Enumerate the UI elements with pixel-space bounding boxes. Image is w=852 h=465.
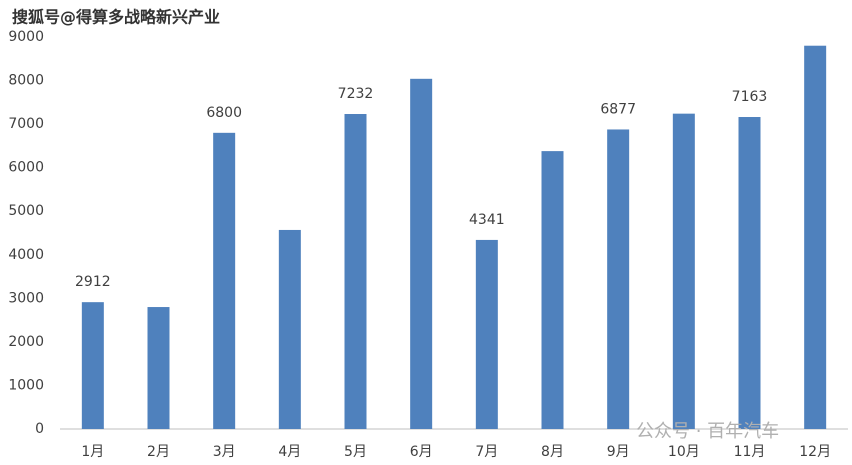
x-tick-label: 7月 [475,444,498,460]
watermark: 搜狐号@得算多战略新兴产业 [12,8,220,27]
data-label: 2912 [75,274,111,290]
bar [804,45,827,429]
x-tick-label: 9月 [607,444,630,460]
data-label: 6877 [600,101,636,117]
y-tick-label: 4000 [8,247,44,263]
bar [147,307,170,429]
x-tick-label: 12月 [799,444,831,460]
x-tick-label: 3月 [213,444,236,460]
bar [738,117,761,429]
bar [344,114,367,429]
x-tick-label: 1月 [81,444,104,460]
data-label: 4341 [469,212,505,228]
watermark: 公众号 · 百年汽车 [636,421,779,442]
x-tick-label: 8月 [541,444,564,460]
x-tick-label: 11月 [734,444,766,460]
bar [672,113,695,429]
data-label: 7232 [338,86,374,102]
x-tick-label: 6月 [410,444,433,460]
data-label: 7163 [732,89,768,105]
bar [607,129,630,429]
bar [213,132,236,430]
y-tick-label: 2000 [8,334,44,350]
y-tick-label: 8000 [8,73,44,89]
bar [410,78,433,430]
bar [81,302,104,429]
y-tick-label: 3000 [8,290,44,306]
x-tick-label: 2月 [147,444,170,460]
y-tick-label: 9000 [8,29,44,45]
bar [278,229,301,429]
y-tick-label: 7000 [8,116,44,132]
bar [541,151,564,430]
data-label: 6800 [206,105,242,121]
y-tick-label: 5000 [8,203,44,219]
x-tick-label: 4月 [278,444,301,460]
y-tick-label: 0 [35,421,44,437]
bar [475,239,498,429]
x-tick-label: 10月 [668,444,700,460]
y-tick-label: 6000 [8,160,44,176]
x-tick-label: 5月 [344,444,367,460]
y-tick-label: 1000 [8,377,44,393]
